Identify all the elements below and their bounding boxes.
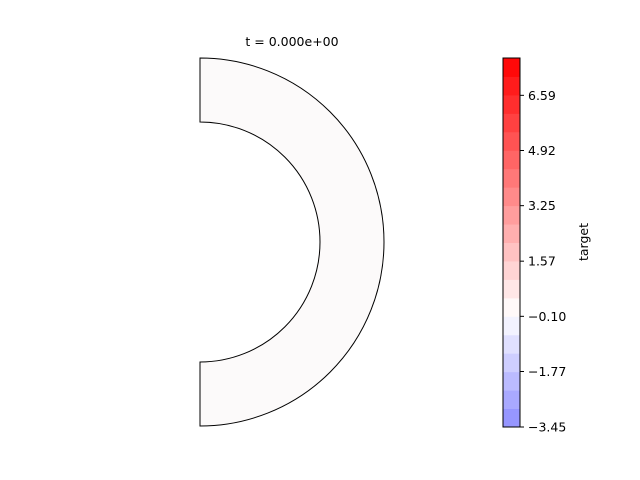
colorbar-tick-label: 1.57 xyxy=(528,254,556,269)
colorbar-level xyxy=(503,279,520,299)
colorbar-level xyxy=(503,94,520,114)
colorbar-tick-label: 3.25 xyxy=(528,198,556,213)
colorbar-label: target xyxy=(576,223,591,261)
colorbar-level xyxy=(503,205,520,225)
colorbar-tick-label: 4.92 xyxy=(528,143,556,158)
colorbar-tick-label: −3.45 xyxy=(528,420,566,435)
colorbar-level xyxy=(503,131,520,151)
colorbar-level xyxy=(503,408,520,428)
colorbar-level xyxy=(503,113,520,133)
colorbar-level xyxy=(503,334,520,354)
colorbar-level xyxy=(503,58,520,77)
colorbar-frame xyxy=(502,57,521,428)
colorbar-tick-label: 6.59 xyxy=(528,88,556,103)
colorbar-level xyxy=(503,316,520,336)
chart-title: t = 0.000e+00 xyxy=(245,34,338,49)
colorbar-level xyxy=(503,224,520,243)
colorbar-level xyxy=(503,371,520,391)
colorbar xyxy=(503,58,520,428)
colorbar-level xyxy=(503,390,520,410)
colorbar-level xyxy=(503,76,520,96)
colorbar-level xyxy=(503,260,520,280)
annulus-field xyxy=(199,57,385,427)
colorbar-ticks: 6.59 4.92 3.25 1.57 −0.10 −1.77 −3.45 xyxy=(520,88,566,435)
colorbar-level xyxy=(503,168,520,188)
colorbar-level xyxy=(503,353,520,373)
colorbar-tick-label: −0.10 xyxy=(528,309,566,324)
colorbar-level xyxy=(503,150,520,170)
colorbar-level xyxy=(503,187,520,207)
colorbar-level xyxy=(503,297,520,317)
colorbar-tick-label: −1.77 xyxy=(528,364,566,379)
colorbar-level xyxy=(503,242,520,262)
